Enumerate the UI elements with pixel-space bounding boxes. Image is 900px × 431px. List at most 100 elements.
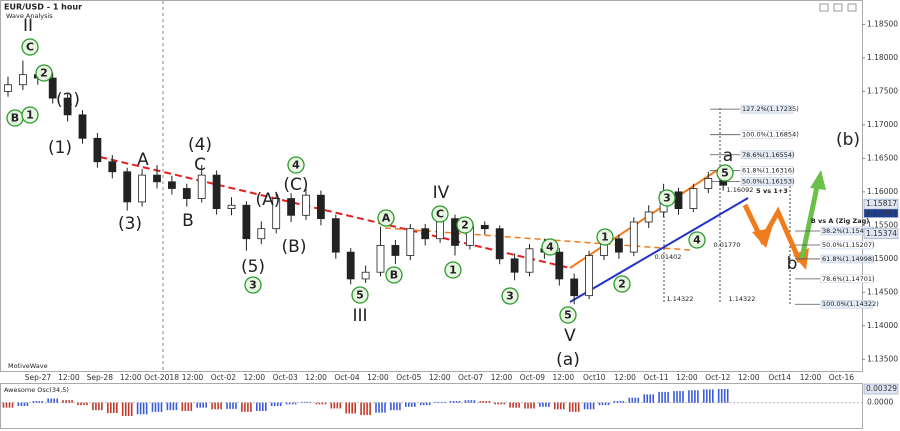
candle-body	[674, 191, 683, 209]
candle-body	[197, 174, 206, 199]
x-tick-label: Oct-11	[643, 373, 668, 382]
wave-label: C	[26, 41, 34, 54]
y-tick-label: 1.18000	[867, 53, 898, 62]
x-tick-label: 12:00	[367, 373, 389, 382]
x-tick-label: Oct14	[768, 373, 791, 382]
wave-label: a	[723, 146, 733, 166]
wave-label: 5	[564, 309, 572, 322]
wave-circle	[244, 276, 262, 294]
wave-label: 4	[292, 159, 300, 172]
candle-body	[525, 248, 534, 273]
x-tick-label: Sep-27	[25, 373, 52, 382]
candle-body	[93, 137, 102, 163]
wave-label: 4	[693, 234, 701, 247]
wave-label: 5	[356, 289, 364, 302]
candle-body	[302, 194, 310, 216]
wave-label: (1)	[48, 138, 72, 158]
candle-body	[316, 194, 325, 220]
price-marker-label: 1.15693	[866, 207, 897, 216]
candle-body	[272, 198, 281, 230]
candle-body	[138, 174, 147, 203]
candle-body	[495, 228, 504, 260]
candle-body	[555, 251, 564, 280]
candle-body	[257, 228, 266, 240]
wave-label: (5)	[241, 257, 265, 277]
wave-circle	[21, 38, 39, 56]
wave-label: (2)	[56, 90, 80, 110]
wave-label: 1	[26, 109, 34, 122]
wave-label: 1.16092	[727, 186, 754, 194]
fib-label-bg	[740, 104, 794, 114]
wave-label: II	[23, 16, 33, 36]
candle-body	[4, 84, 12, 92]
y-tick-label: 1.13500	[867, 354, 898, 363]
x-tick-label: 12:00	[738, 373, 760, 382]
candle-body	[167, 181, 176, 189]
y-tick-label: 1.15500	[867, 220, 898, 229]
footer: MotiveWave	[8, 362, 48, 370]
fib-label: 38.2%(1.15416)	[822, 227, 875, 235]
candle-body	[480, 224, 489, 230]
candle-body	[212, 174, 221, 209]
candle-body	[287, 198, 296, 216]
x-tick-label: 12:00	[614, 373, 636, 382]
wave-label: C	[436, 208, 444, 221]
candle-body	[331, 218, 340, 253]
candle-body	[182, 188, 191, 199]
x-tick-label: 12:00	[800, 373, 822, 382]
window-icons	[819, 3, 857, 12]
x-tick-label: Oct-09	[520, 373, 545, 382]
wave-label: B vs A (Zig Zag)	[811, 217, 869, 225]
wave-circle	[501, 287, 519, 305]
candle-body	[585, 255, 593, 297]
wave-label: (4)	[188, 135, 212, 155]
candle-body	[123, 171, 132, 203]
fib-label: 61.8%(1.16316)	[742, 167, 795, 175]
wave-label: 3	[249, 279, 257, 292]
fib-label: 61.8%(1.14998)	[822, 255, 875, 263]
fib-label: 127.2%(1.17235)	[742, 105, 799, 113]
fib-label-bg	[820, 299, 874, 309]
x-tick-label: Oct10	[583, 373, 606, 382]
osc-marker-label: 0.00329	[866, 384, 897, 393]
osc-title: Awesome Osc(34,5)	[4, 386, 69, 394]
wave-label: b	[787, 254, 798, 274]
y-tick-label: 1.18500	[867, 19, 898, 28]
chart-subtitle: Wave Analysis	[6, 12, 53, 20]
candle-body	[153, 174, 161, 183]
wave-label: 2	[618, 278, 626, 291]
x-tick-label: Oct-03	[273, 373, 298, 382]
wave-label: 3	[506, 290, 514, 303]
wave-label: (A)	[256, 190, 281, 210]
fib-label: 78.6%(1.16554)	[742, 151, 795, 159]
x-tick-label: Sep-28	[87, 373, 114, 382]
candle-body	[406, 228, 415, 256]
wave-circle	[444, 261, 462, 279]
x-tick-label: Oct-02	[211, 373, 236, 382]
candle-body	[361, 271, 370, 280]
fib-label-bg	[740, 166, 794, 175]
y-tick-label: 0.0000	[867, 398, 893, 407]
wave-label: (a)	[556, 350, 580, 370]
fib-label-bg	[740, 150, 794, 160]
x-tick-label: Oct-16	[829, 373, 854, 382]
fib-label: 78.6%(1.14701)	[822, 275, 875, 283]
wave-label: III	[352, 306, 367, 326]
wave-label: 0.01402	[655, 253, 682, 261]
y-tick-label: 1.14500	[867, 287, 898, 296]
wave-circle	[596, 228, 614, 246]
osc-marker	[863, 383, 899, 395]
x-tick-label: 12:00	[243, 373, 265, 382]
wave-circle	[456, 216, 474, 234]
fib-label-bg	[740, 130, 794, 139]
candle-body	[510, 258, 519, 273]
wave-label: A	[137, 150, 149, 170]
x-tick-label: 12:00	[182, 373, 204, 382]
y-tick-label: 1.16500	[867, 153, 898, 162]
x-tick-label: 12:00	[676, 373, 698, 382]
candle-body	[704, 178, 713, 189]
wave-circle	[21, 106, 39, 124]
wave-circle	[35, 64, 53, 82]
wave-label: V	[564, 326, 576, 346]
x-tick-label: Oct-12	[705, 373, 730, 382]
